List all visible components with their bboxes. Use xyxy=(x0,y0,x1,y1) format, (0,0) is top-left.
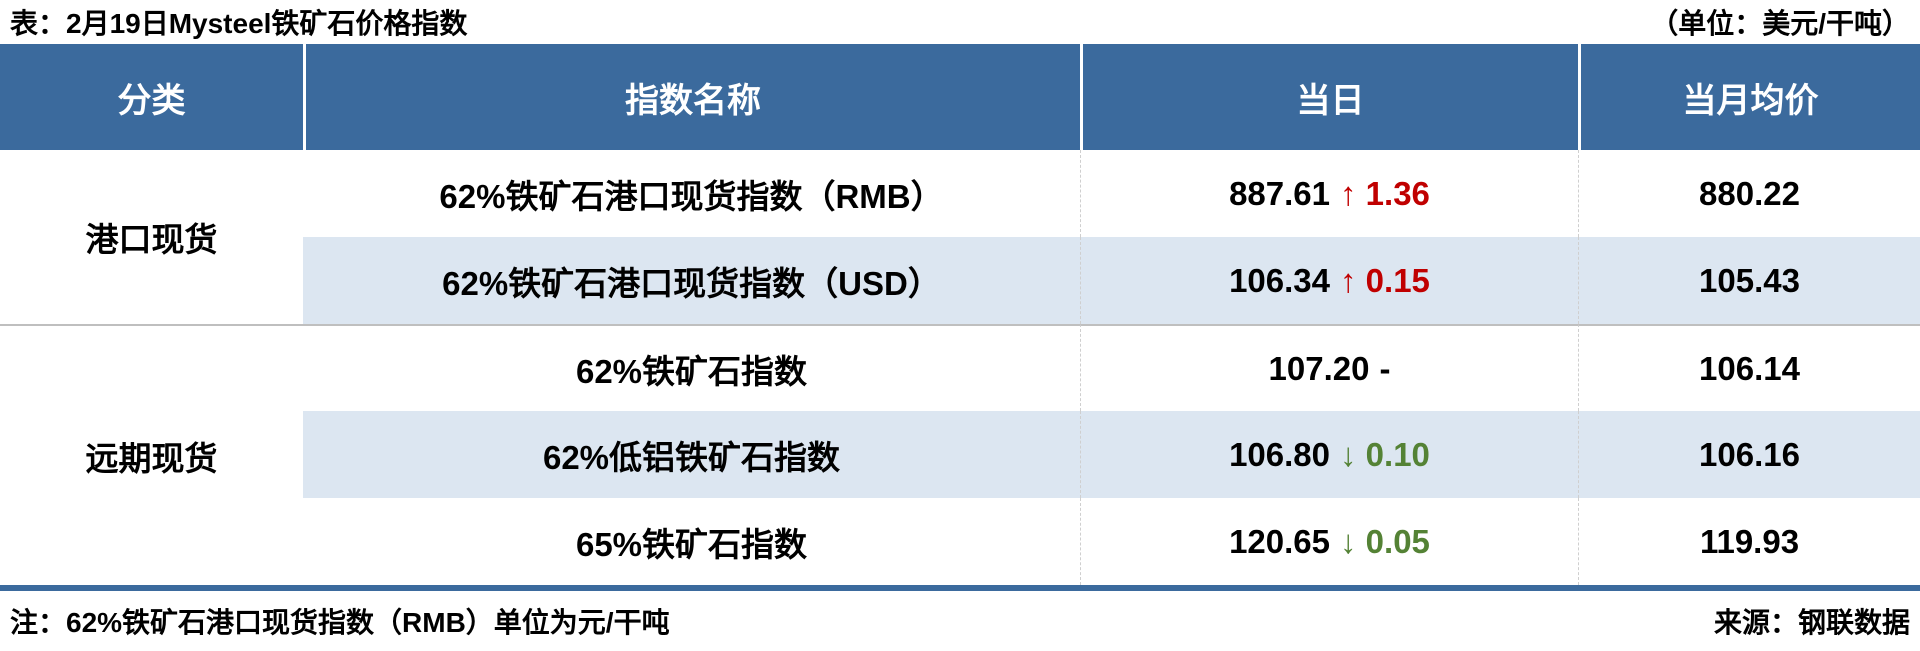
change-up-indicator: ↑ 0.15 xyxy=(1340,261,1430,299)
daily-value-cell: 106.34 ↑ 0.15 xyxy=(1080,237,1578,324)
change-flat-indicator: - xyxy=(1379,349,1391,387)
category-cell-port-spot: 港口现货 xyxy=(0,150,303,324)
daily-value-cell: 107.20 - xyxy=(1080,324,1578,411)
monthly-avg-cell: 880.22 xyxy=(1578,150,1920,237)
daily-value-cell: 120.65 ↓ 0.05 xyxy=(1080,498,1578,585)
daily-value: 887.61 xyxy=(1229,174,1331,212)
monthly-avg-cell: 106.14 xyxy=(1578,324,1920,411)
footnote: 注：62%铁矿石港口现货指数（RMB）单位为元/干吨 xyxy=(10,607,670,638)
bottom-divider xyxy=(0,585,1920,591)
monthly-avg-cell: 119.93 xyxy=(1578,498,1920,585)
index-name-cell: 62%铁矿石港口现货指数（USD） xyxy=(303,237,1080,324)
daily-value: 106.34 xyxy=(1229,261,1331,299)
daily-value: 106.80 xyxy=(1229,435,1331,473)
daily-value: 107.20 xyxy=(1268,349,1370,387)
monthly-avg-cell: 105.43 xyxy=(1578,237,1920,324)
change-up-indicator: ↑ 1.36 xyxy=(1340,174,1430,212)
monthly-avg-cell: 106.16 xyxy=(1578,411,1920,498)
source-attribution: 来源：钢联数据 xyxy=(1713,607,1910,638)
header-cell-daily: 当日 xyxy=(1080,44,1578,150)
header-cell-index-name: 指数名称 xyxy=(303,44,1080,150)
footer-bar: 注：62%铁矿石港口现货指数（RMB）单位为元/干吨 来源：钢联数据 xyxy=(0,591,1920,651)
index-name-cell: 62%铁矿石港口现货指数（RMB） xyxy=(303,150,1080,237)
daily-value-cell: 106.80 ↓ 0.10 xyxy=(1080,411,1578,498)
change-down-indicator: ↓ 0.10 xyxy=(1340,435,1430,473)
unit-note: （单位：美元/干吨） xyxy=(1650,8,1910,39)
category-cell-forward-spot: 远期现货 xyxy=(0,324,303,585)
index-name-cell: 62%铁矿石指数 xyxy=(303,324,1080,411)
index-name-cell: 62%低铝铁矿石指数 xyxy=(303,411,1080,498)
daily-value-cell: 887.61 ↑ 1.36 xyxy=(1080,150,1578,237)
change-down-indicator: ↓ 0.05 xyxy=(1340,522,1430,560)
header-cell-category: 分类 xyxy=(0,44,303,150)
page-title: 表：2月19日Mysteel铁矿石价格指数 xyxy=(10,8,468,39)
index-name-cell: 65%铁矿石指数 xyxy=(303,498,1080,585)
daily-value: 120.65 xyxy=(1229,522,1331,560)
price-index-table: 分类 指数名称 当日 当月均价 港口现货 62%铁矿石港口现货指数（RMB） 8… xyxy=(0,44,1920,585)
title-bar: 表：2月19日Mysteel铁矿石价格指数 （单位：美元/干吨） xyxy=(0,0,1920,44)
header-cell-monthly-avg: 当月均价 xyxy=(1578,44,1920,150)
